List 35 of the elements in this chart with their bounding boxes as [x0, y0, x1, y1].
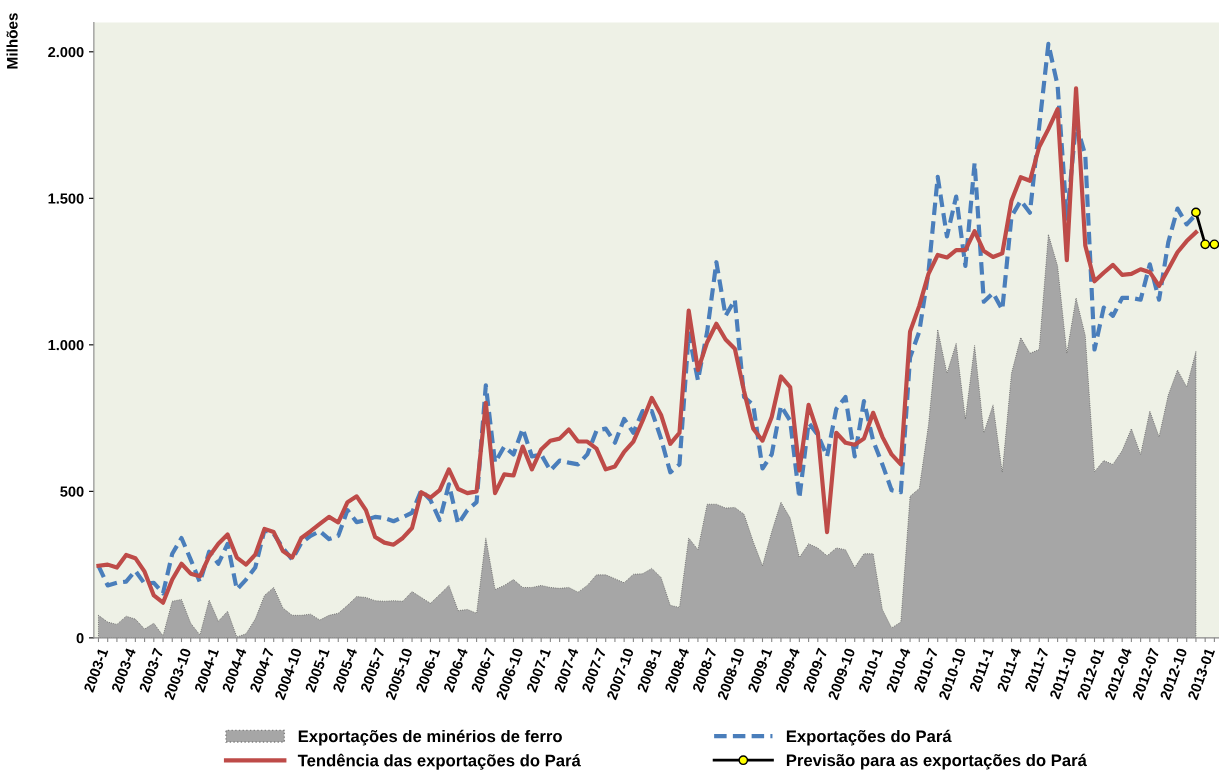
legend-label: Tendência das exportações do Pará	[297, 753, 581, 770]
y-tick-label: 1.500	[48, 193, 84, 204]
x-tick-label: 2008-7	[692, 647, 717, 693]
x-tick-label: 2007-1	[526, 647, 552, 693]
x-tick-label: 2010-1	[858, 647, 884, 693]
x-tick-label: 2009-7	[802, 647, 828, 693]
y-tick-label: 0	[76, 632, 84, 644]
x-tick-label: 2006-4	[443, 647, 469, 693]
x-tick-label: 2006-7	[470, 647, 496, 693]
y-tick-label: 2.000	[48, 46, 84, 58]
x-tick-label: 2005-7	[360, 647, 385, 693]
x-tick-label: 2003-1	[83, 647, 109, 693]
x-tick-label: 2007-4	[553, 647, 579, 693]
y-axis-title: Milhões	[6, 13, 18, 69]
x-tick-label: 2011-4	[996, 647, 1022, 692]
x-tick-label: 2007-7	[581, 647, 607, 693]
x-tick-label: 2005-4	[332, 647, 358, 693]
legend-label: Exportações do Pará	[786, 729, 952, 746]
x-tick-label: 2009-4	[775, 647, 801, 693]
x-tick-label: 2004-4	[221, 647, 247, 693]
y-tick-label: 500	[60, 486, 84, 497]
x-tick-label: 2010-4	[885, 647, 911, 693]
y-tick-label: 1.000	[48, 339, 84, 351]
x-tick-label: 2011-7	[1024, 647, 1050, 692]
x-tick-label: 2009-1	[747, 647, 773, 693]
legend-label: Previsão para as exportações do Pará	[786, 753, 1087, 770]
x-tick-label: 2008-4	[664, 647, 690, 693]
x-tick-label: 2011-1	[969, 647, 994, 692]
x-tick-label: 2003-4	[111, 647, 137, 693]
legend-label: Exportações de minérios de ferro	[298, 729, 562, 746]
x-tick-label: 2004-7	[249, 647, 275, 693]
x-tick-label: 2006-1	[415, 647, 441, 693]
x-tick-label: 2003-7	[138, 647, 164, 693]
x-tick-label: 2010-7	[913, 647, 939, 693]
x-tick-label: 2004-1	[194, 647, 220, 693]
